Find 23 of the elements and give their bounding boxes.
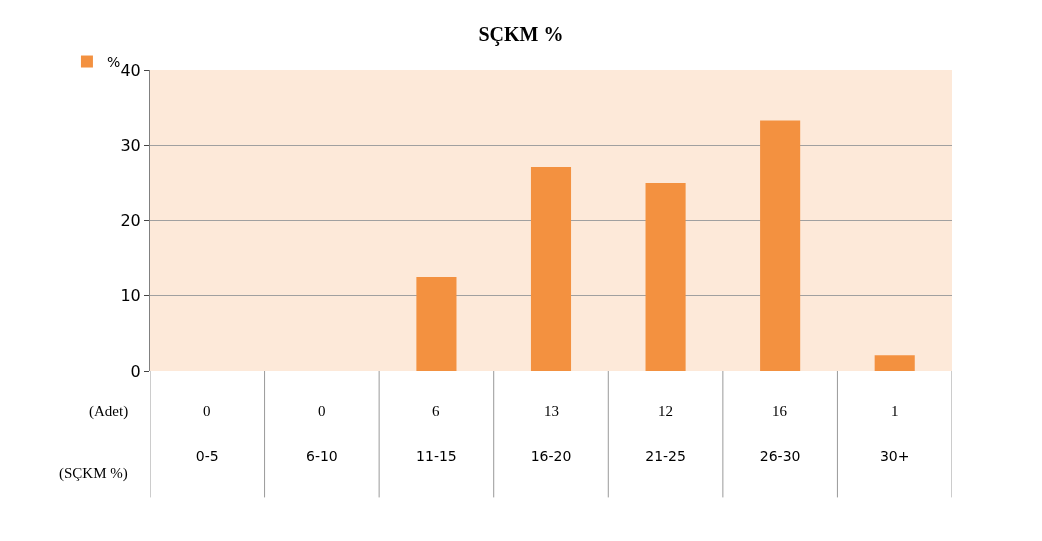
x-tick-label: 30+ — [879, 448, 910, 464]
text: 13 — [544, 403, 559, 419]
chart-title: SÇKM % — [478, 23, 564, 47]
y-tick-label: 20 — [120, 211, 141, 231]
text: 16 — [772, 403, 788, 419]
y-tick-label: 30 — [120, 135, 141, 155]
y-tick-label: 40 — [120, 60, 141, 80]
x-tick-label: 11-15 — [416, 448, 457, 464]
text: (Adet) — [89, 403, 129, 420]
text: 1 — [891, 403, 899, 419]
text: 6 — [432, 403, 440, 419]
x-tick-label: 16-20 — [530, 448, 572, 464]
legend-label: % — [106, 53, 121, 70]
y-tick-label: 0 — [130, 361, 141, 381]
x-tick-label: 21-25 — [645, 448, 686, 464]
y-tick-label: 10 — [120, 286, 141, 306]
text: 0 — [318, 403, 326, 419]
text: 12 — [658, 403, 673, 419]
x-axis-title: (SÇKM %) — [59, 465, 128, 482]
text: 0 — [203, 403, 211, 419]
x-tick-label: 26-30 — [759, 448, 801, 464]
x-tick-label: 0-5 — [195, 448, 219, 464]
x-tick-label: 6-10 — [305, 448, 338, 464]
